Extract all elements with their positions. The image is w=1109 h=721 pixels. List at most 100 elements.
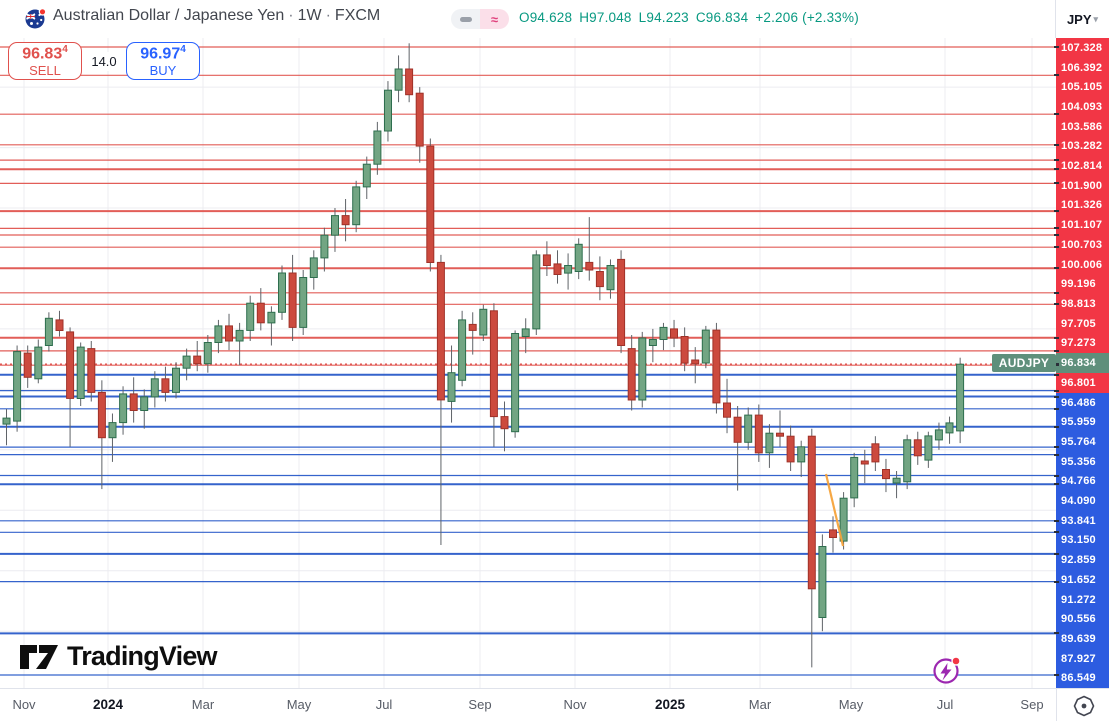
buy-button[interactable]: 96.974 BUY [126, 42, 200, 80]
candle-down [426, 145, 435, 263]
candle-up [648, 339, 657, 346]
price-axis-label: 94.766 [1056, 471, 1109, 492]
price-tick [1054, 395, 1059, 398]
price-axis-label: 101.900 [1056, 175, 1109, 196]
price-tick [1054, 227, 1059, 230]
candle-down [712, 329, 721, 404]
price-tick [1054, 291, 1059, 294]
candle-up [521, 328, 530, 337]
title-separator: · [288, 7, 294, 24]
price-axis-label: 97.705 [1056, 313, 1109, 334]
price-axis-label: 89.639 [1056, 629, 1109, 649]
candle-down [913, 439, 922, 457]
price-axis-label: 87.927 [1056, 648, 1109, 669]
price-axis-label: 105.105 [1056, 77, 1109, 98]
low-value: L94.223 [638, 10, 689, 25]
price-axis-label: 93.150 [1056, 530, 1109, 551]
price-axis-label: 96.486 [1056, 392, 1109, 413]
lightning-alert-icon[interactable] [931, 654, 963, 686]
candle-down [468, 323, 477, 331]
candle-up [892, 477, 901, 484]
candle-down [341, 215, 350, 226]
chevron-down-icon: ▾ [1093, 13, 1099, 24]
price-tick [1054, 446, 1059, 449]
candle-down [256, 302, 265, 324]
candle-up [479, 308, 488, 336]
price-tick [1054, 552, 1059, 555]
title-separator: · [325, 7, 331, 24]
candle-down [807, 435, 816, 590]
price-tick [1054, 303, 1059, 306]
price-axis-label: 95.764 [1056, 432, 1109, 452]
buy-price: 96.97 [140, 44, 181, 62]
candle-up [956, 363, 965, 432]
candle-down [786, 435, 795, 463]
price-axis-label: 91.652 [1056, 569, 1109, 590]
price-axis-label: 98.813 [1056, 294, 1109, 314]
price-tick [1054, 267, 1059, 270]
candle-up [511, 333, 520, 433]
candle-up [331, 215, 339, 236]
axis-corner[interactable] [1056, 689, 1109, 721]
price-scale[interactable]: 107.328 106.392 105.105 104.093 103.586 103.2… [1056, 38, 1109, 689]
candle-down [871, 443, 880, 463]
candle-up [373, 130, 382, 165]
candle-down [680, 336, 689, 364]
candle-up [839, 497, 848, 542]
candle-down [627, 348, 636, 401]
candle-up [903, 439, 912, 483]
candle-up [235, 329, 244, 342]
price-axis-label: 93.841 [1056, 510, 1109, 531]
price-tick [1054, 159, 1059, 162]
price-tick [1054, 349, 1059, 352]
time-axis-label: 2025 [654, 697, 686, 712]
candle-up [659, 326, 668, 340]
candle-up [182, 355, 191, 369]
high-value: H97.048 [579, 10, 632, 25]
price-tick [1054, 425, 1059, 428]
candle-up [119, 393, 128, 424]
price-tick [1054, 453, 1059, 456]
candle-down [585, 261, 594, 271]
time-scale[interactable]: Nov 2024 Mar May Jul Sep Nov 2025 Mar May Jul Sep [0, 688, 1109, 721]
time-axis-label: Sep [468, 697, 492, 712]
current-price-label: 96.834 [1056, 353, 1109, 373]
sell-button[interactable]: 96.834 SELL [8, 42, 82, 80]
candle-down [829, 529, 837, 538]
price-scale-settings-icon[interactable] [1073, 695, 1095, 717]
candle-up [458, 319, 467, 381]
price-tick [1054, 531, 1059, 534]
close-value: C96.834 [695, 10, 749, 25]
price-tick [1054, 74, 1059, 77]
minimize-toggle-icon[interactable] [451, 9, 480, 29]
candle-up [532, 254, 541, 330]
price-tick [1054, 632, 1059, 635]
currency-selector[interactable]: JPY ▾ [1055, 0, 1109, 38]
similar-symbols-toggle-icon[interactable]: ≈ [480, 9, 509, 29]
sell-label: SELL [29, 62, 61, 78]
candle-down [161, 378, 170, 393]
candle-up [203, 342, 212, 365]
open-value: O94.628 [519, 10, 573, 25]
candle-down [723, 402, 731, 418]
price-axis-label: 92.859 [1056, 550, 1109, 570]
candle-down [55, 319, 64, 331]
symbol-title[interactable]: Australian Dollar / Japanese Yen · 1W · FXCM [53, 7, 380, 25]
candle-down [860, 460, 869, 465]
change-value: +2.206 (+2.33%) [755, 10, 859, 25]
header-toggle-pill[interactable]: ≈ [451, 9, 509, 29]
price-axis-label: 95.959 [1056, 412, 1109, 433]
sell-price-pip: 4 [62, 43, 68, 55]
chart-canvas[interactable] [0, 38, 1056, 688]
price-tick [1054, 46, 1059, 48]
price-axis-label: 103.586 [1056, 116, 1109, 137]
candle-up [797, 446, 806, 463]
candle-up [850, 456, 859, 499]
chart-header: Australian Dollar / Japanese Yen · 1W · FXCM… [0, 0, 1056, 38]
price-tick [1054, 519, 1059, 522]
candle-up [574, 243, 583, 273]
candle-down [691, 359, 700, 365]
candle-down [193, 355, 202, 365]
price-axis-label: 100.703 [1056, 235, 1109, 255]
candle-down [129, 393, 138, 411]
